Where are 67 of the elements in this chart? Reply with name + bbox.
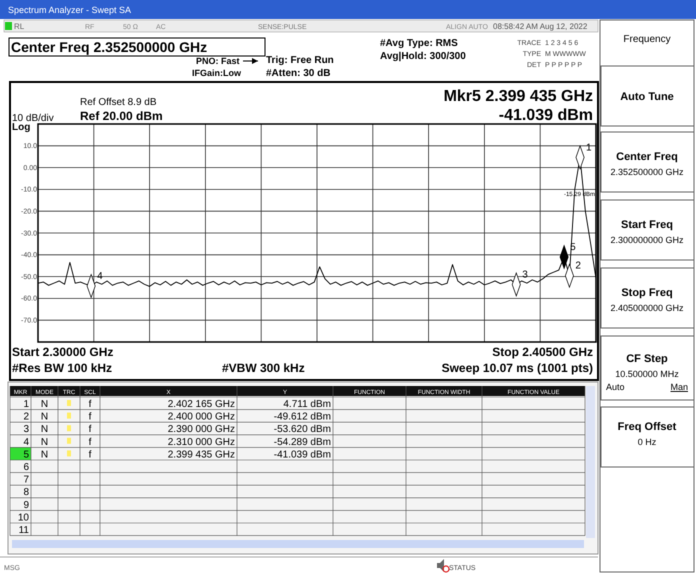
text: 5: [23, 449, 30, 460]
text: 10: [18, 512, 30, 524]
text: Avg|Hold: 300/300: [380, 51, 466, 62]
text: f: [88, 449, 92, 460]
text: Center Freq: [616, 151, 678, 163]
text: N: [40, 412, 48, 423]
text: 1: [23, 399, 30, 410]
text: 2.390 000 GHz: [168, 424, 235, 436]
text: RL: [14, 22, 25, 31]
text: f: [88, 424, 92, 436]
text: 10.500000 MHz: [615, 369, 680, 379]
text: N: [40, 424, 48, 436]
text: 6: [23, 462, 30, 473]
text: f: [88, 436, 92, 448]
text: Frequency: [623, 34, 671, 45]
text: #Res BW 100 kHz: [12, 361, 112, 375]
chart-subtitle: Center Freq 2.352500000 GHz: [11, 39, 208, 55]
text: 2.352500000 GHz: [610, 167, 684, 177]
text: 8: [23, 487, 30, 498]
text: 2.399 435 GHz: [168, 449, 235, 460]
text: Trig: Free Run: [266, 55, 334, 66]
text: Start 2.30000 GHz: [12, 345, 114, 359]
text: 4.711 dBm: [283, 399, 331, 410]
text: PNO: Fast: [196, 56, 240, 66]
text: -49.612 dBm: [274, 412, 331, 423]
text: Log: [12, 122, 30, 133]
text: Ref 20.00 dBm: [80, 109, 163, 123]
text: Stop Freq: [621, 287, 673, 299]
text: Auto Tune: [620, 91, 674, 103]
text: 08:58:42 AM Aug 12, 2022: [493, 22, 588, 31]
text: #Avg Type: RMS: [380, 38, 458, 49]
text: Start Freq: [621, 219, 673, 231]
text: Mkr5 2.399 435 GHz: [444, 88, 593, 105]
annotation: -41.039 dBm: [498, 107, 593, 124]
text: 0 Hz: [638, 437, 657, 447]
text: 2.400 000 GHz: [168, 412, 235, 423]
text: f: [88, 412, 92, 423]
text: Ref Offset 8.9 dB: [80, 97, 157, 108]
text: 2.402 165 GHz: [168, 399, 235, 410]
annotation: 10 dB/div: [12, 113, 54, 124]
text: 11: [18, 525, 30, 536]
text: Stop 2.40500 GHz: [492, 345, 593, 359]
text: #VBW 300 kHz: [222, 361, 305, 375]
text: IFGain:Low: [192, 68, 242, 78]
text: 4: [23, 436, 30, 448]
text: Auto: [606, 382, 625, 392]
text: 2.405000000 GHz: [610, 303, 684, 313]
chart-title: Spectrum Analyzer - Swept SA: [8, 5, 132, 15]
text: CF Step: [626, 353, 668, 365]
text: Sweep 10.07 ms (1001 pts): [442, 361, 593, 375]
text: f: [88, 399, 92, 410]
text: Man: [670, 382, 688, 392]
text: #Atten: 30 dB: [266, 68, 330, 79]
text: N: [40, 449, 48, 460]
text: Freq Offset: [618, 421, 677, 433]
text: 9: [23, 500, 30, 511]
text: -54.289 dBm: [274, 436, 331, 448]
text: 7: [23, 474, 30, 486]
text: N: [40, 436, 48, 448]
text: -41.039 dBm: [274, 449, 331, 460]
text: 2.310 000 GHz: [168, 436, 235, 448]
text: -53.620 dBm: [274, 424, 331, 436]
text: 3: [23, 424, 30, 436]
annotation: 2: [575, 260, 582, 272]
text: 2.300000000 GHz: [610, 235, 684, 245]
text: 2: [23, 412, 30, 423]
text: N: [40, 399, 48, 410]
